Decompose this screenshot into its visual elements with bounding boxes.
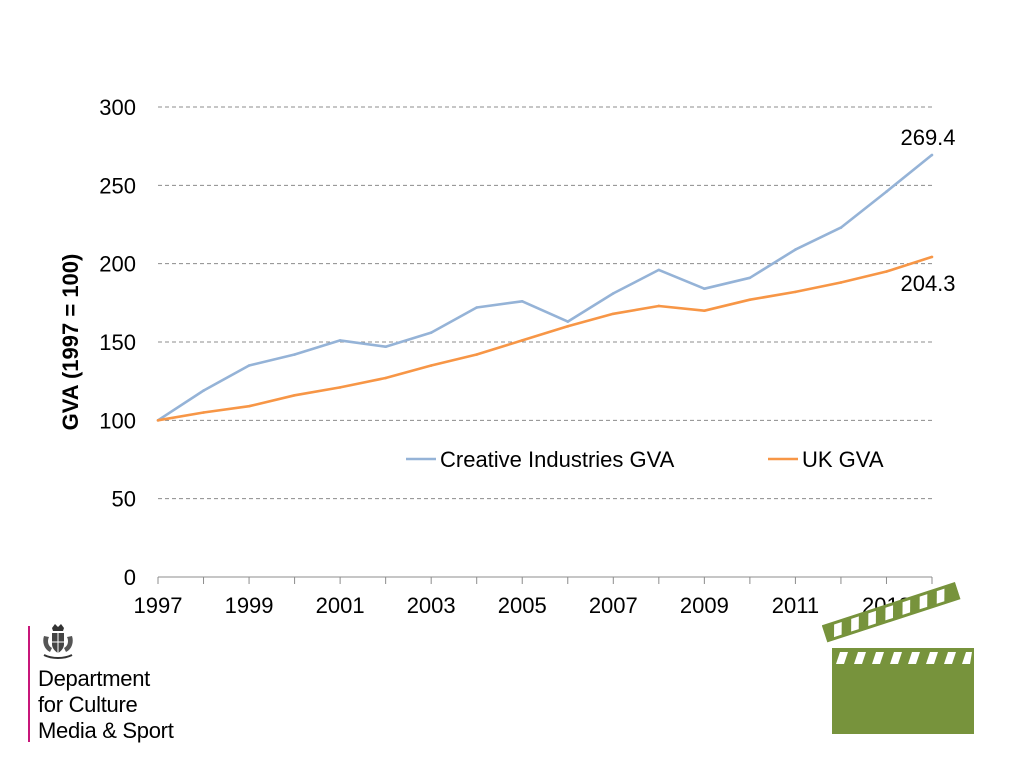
data-point	[748, 276, 752, 280]
x-tick-label: 1997	[134, 593, 183, 618]
y-tick-label: 300	[99, 95, 136, 120]
data-point	[429, 364, 433, 367]
x-tick-label: 1999	[225, 593, 274, 618]
gridlines	[158, 106, 932, 500]
data-point	[794, 290, 797, 294]
legend-label: UK GVA	[802, 447, 884, 472]
department-line-2: for Culture	[38, 692, 138, 717]
y-tick-label: 100	[99, 408, 136, 433]
data-point	[611, 312, 615, 316]
y-tick-label: 50	[112, 487, 136, 512]
data-point	[839, 281, 843, 284]
legend-label: Creative Industries GVA	[440, 447, 675, 472]
data-point	[475, 353, 479, 356]
data-point	[885, 270, 888, 273]
data-point	[293, 353, 296, 356]
data-point	[338, 339, 342, 342]
logo-accent-bar	[28, 626, 30, 742]
data-point	[384, 345, 387, 349]
end-data-label: 204.3	[900, 271, 955, 296]
y-axis-title: GVA (1997 = 100)	[58, 254, 83, 431]
data-point	[566, 320, 570, 323]
data-point	[657, 304, 661, 308]
y-tick-label: 0	[124, 565, 136, 590]
data-point	[930, 153, 934, 157]
data-point	[520, 339, 524, 342]
data-point	[748, 298, 752, 302]
data-point	[338, 386, 342, 389]
department-line-1: Department	[38, 666, 150, 691]
data-point	[703, 309, 706, 312]
data-point	[384, 376, 387, 380]
end-labels: 269.4 204.3	[900, 125, 955, 296]
data-point	[930, 255, 934, 259]
x-tick-label: 2009	[680, 593, 729, 618]
y-tick-label: 200	[99, 252, 136, 277]
y-axis-ticks: 0 50 100 150 200 250 300	[99, 95, 136, 590]
series-lines	[156, 153, 934, 422]
clapperboard-icon	[822, 582, 974, 734]
dcms-logo: Department for Culture Media & Sport	[28, 622, 208, 744]
department-line-3: Media & Sport	[38, 718, 174, 743]
series-line-creative-industries	[157, 153, 933, 422]
x-tick-label: 2003	[407, 593, 456, 618]
data-point	[202, 411, 205, 414]
data-point	[611, 292, 615, 295]
series-line-uk	[157, 255, 933, 422]
data-point	[475, 306, 479, 309]
data-point	[293, 393, 296, 397]
data-point	[247, 364, 251, 367]
royal-coat-of-arms-icon	[43, 624, 73, 659]
data-point	[202, 389, 205, 392]
x-tick-label: 2007	[589, 593, 638, 618]
x-axis-ticks: 199719992001200320052007200920112013	[134, 577, 933, 618]
data-point	[520, 299, 524, 303]
y-tick-label: 250	[99, 173, 136, 198]
x-tick-label: 2001	[316, 593, 365, 618]
x-tick-label: 2011	[772, 593, 819, 618]
legend: Creative Industries GVA UK GVA	[406, 447, 884, 472]
data-point	[247, 404, 251, 408]
data-point	[839, 226, 843, 229]
data-point	[703, 287, 706, 291]
data-point	[156, 419, 160, 422]
y-tick-label: 150	[99, 330, 136, 355]
end-data-label: 269.4	[900, 125, 955, 150]
x-tick-label: 2005	[498, 593, 547, 618]
data-point	[429, 331, 433, 334]
data-point	[566, 325, 570, 328]
data-point	[657, 268, 661, 272]
data-point	[794, 248, 797, 251]
department-name: Department for Culture Media & Sport	[38, 666, 174, 744]
data-point	[885, 190, 888, 193]
